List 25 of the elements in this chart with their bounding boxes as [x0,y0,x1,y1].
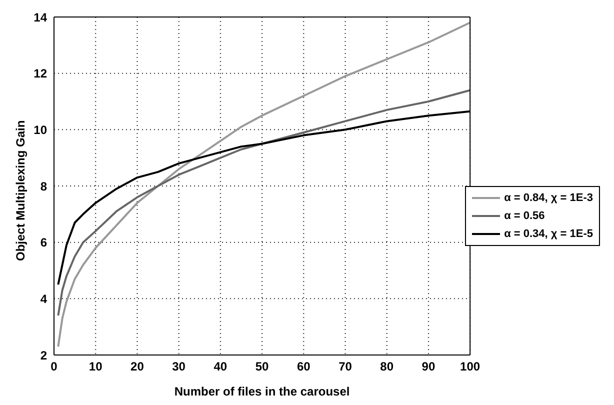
x-tick-label: 10 [88,360,103,374]
x-tick-label: 50 [255,360,270,374]
x-tick-label: 0 [50,360,58,374]
x-tick-label: 20 [130,360,144,374]
y-tick-label: 14 [34,10,48,24]
x-tick-label: 40 [214,360,228,374]
y-tick-label: 4 [40,292,48,306]
y-tick-label: 10 [34,122,48,137]
legend-label: α = 0.84, χ = 1E-3 [504,191,593,206]
x-tick-label: 30 [172,360,186,374]
line-series [57,22,470,348]
y-axis-title: Object Multiplexing Gain [13,120,28,261]
y-tick-label: 8 [40,179,48,194]
x-tick-label: 100 [460,360,480,374]
y-tick-label: 6 [40,236,48,250]
x-tick-label: 90 [422,360,436,374]
line-series [57,89,470,317]
legend-label: α = 0.56 [504,209,545,224]
legend-label: α = 0.34, χ = 1E-5 [504,227,593,242]
x-tick-label: 60 [296,360,311,374]
x-axis-title: Number of files in the carousel [174,384,350,399]
x-tick-label: 70 [338,360,352,374]
y-tick-label: 12 [34,66,48,81]
y-tick-label: 2 [40,348,48,362]
x-tick-label: 80 [380,360,394,374]
